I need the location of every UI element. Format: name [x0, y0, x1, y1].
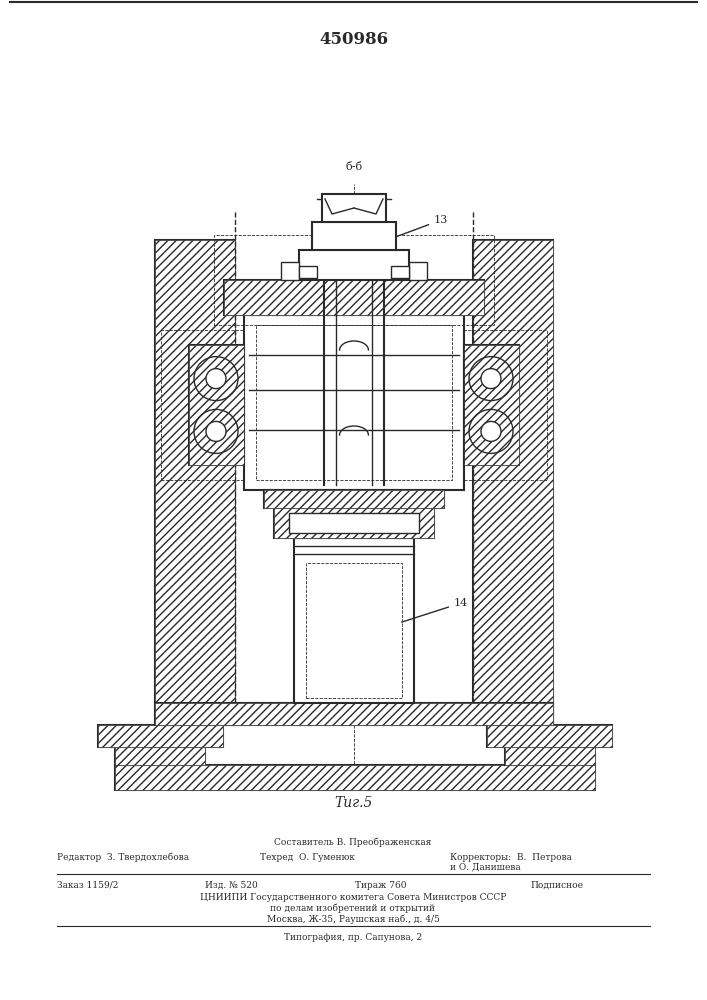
Bar [98, 725, 223, 747]
Bar [487, 725, 612, 747]
Bar [274, 508, 434, 538]
Text: 14: 14 [402, 598, 468, 622]
Bar [487, 725, 612, 747]
Bar [312, 222, 396, 250]
Bar [224, 280, 484, 315]
Circle shape [206, 421, 226, 441]
Bar [155, 703, 553, 725]
Bar [299, 250, 409, 280]
Text: Типография, пр. Сапунова, 2: Типография, пр. Сапунова, 2 [284, 932, 422, 942]
Bar [115, 747, 205, 765]
Bar [391, 266, 409, 278]
Bar [505, 747, 595, 765]
Text: Заказ 1159/2: Заказ 1159/2 [57, 880, 118, 890]
Text: Редактор  З. Твердохлебова: Редактор З. Твердохлебова [57, 852, 189, 862]
Circle shape [206, 369, 226, 389]
Bar [161, 330, 244, 480]
Bar [155, 703, 553, 725]
Bar [464, 345, 519, 465]
Text: и О. Данишева: и О. Данишева [450, 862, 521, 871]
Bar [306, 563, 402, 698]
Bar [289, 513, 419, 533]
Bar [224, 280, 484, 315]
Bar [264, 490, 444, 508]
Bar [115, 765, 595, 790]
Text: Тираж 760: Тираж 760 [355, 880, 407, 890]
Bar [256, 325, 452, 480]
Bar [464, 330, 547, 480]
Bar [115, 747, 205, 765]
Bar [294, 538, 414, 703]
Text: 13: 13 [377, 215, 448, 244]
Bar [244, 315, 464, 490]
Text: ЦНИИПИ Государственного комитега Совета Министров СССР: ЦНИИПИ Государственного комитега Совета … [200, 892, 506, 902]
Bar [155, 240, 235, 725]
Bar [274, 508, 434, 538]
Bar [322, 194, 386, 222]
Text: Москва, Ж-35, Раушская наб., д. 4/5: Москва, Ж-35, Раушская наб., д. 4/5 [267, 914, 440, 924]
Bar [189, 345, 244, 465]
Text: Изд. № 520: Изд. № 520 [205, 880, 258, 890]
Text: по делам изобретений и открытий: по делам изобретений и открытий [271, 903, 436, 913]
Bar [264, 490, 444, 508]
Text: Корректоры:  В.  Петрова: Корректоры: В. Петрова [450, 852, 572, 861]
Circle shape [481, 369, 501, 389]
Bar [214, 235, 494, 325]
Text: Техред  О. Гуменюк: Техред О. Гуменюк [260, 852, 355, 861]
Bar [155, 240, 235, 725]
Text: Τиг.5: Τиг.5 [335, 796, 373, 810]
Bar [473, 240, 553, 725]
Circle shape [481, 421, 501, 441]
Bar [473, 240, 553, 725]
Bar [189, 345, 244, 465]
Text: 450986: 450986 [320, 31, 389, 48]
Bar [409, 262, 427, 280]
Bar [464, 345, 519, 465]
Text: Составитель В. Преображенская: Составитель В. Преображенская [274, 837, 432, 847]
Bar [505, 747, 595, 765]
Bar [299, 266, 317, 278]
Bar [281, 262, 299, 280]
Bar [115, 765, 595, 790]
Text: б-б: б-б [346, 162, 363, 172]
Bar [98, 725, 223, 747]
Text: Подписное: Подписное [530, 880, 583, 890]
